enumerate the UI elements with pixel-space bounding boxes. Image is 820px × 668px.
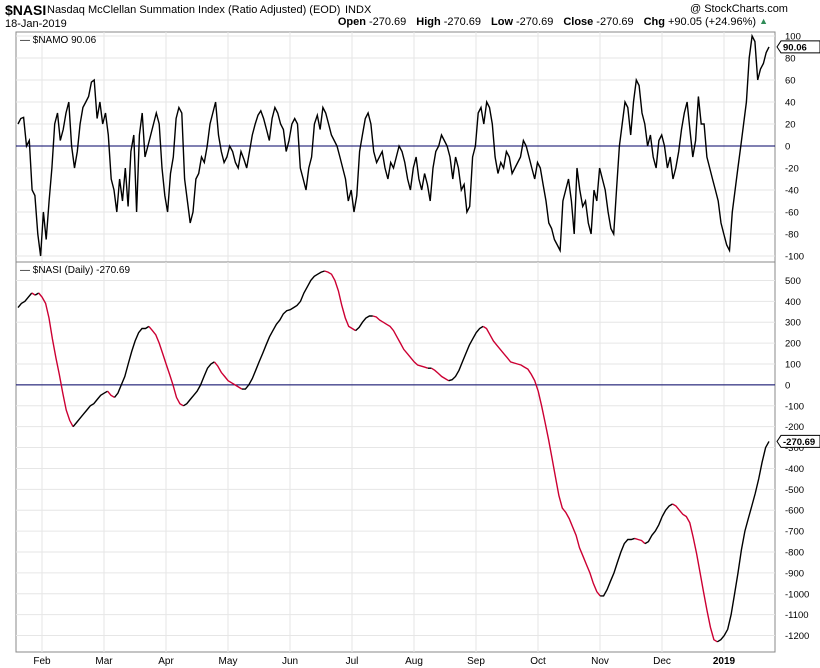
index-name-label: Nasdaq McClellan Summation Index (Ratio … [47, 4, 341, 16]
last-value-label: -270.69 [783, 437, 815, 448]
last-value-tag [776, 434, 820, 448]
y-tick-label: 200 [785, 339, 801, 350]
nasi-line-segment [431, 367, 449, 382]
y-tick-label: 400 [785, 297, 801, 308]
y-tick-label: 60 [785, 76, 796, 87]
x-tick-label: 2019 [713, 656, 736, 667]
x-tick-label: Nov [591, 656, 609, 667]
chart-header: $NASI Nasdaq McClellan Summation Index (… [0, 0, 820, 30]
nasi-line-segment [600, 537, 635, 597]
y-tick-label: -700 [785, 527, 804, 538]
last-value-tag [776, 40, 820, 54]
x-tick-label: Aug [405, 656, 423, 667]
y-tick-label: -300 [785, 443, 804, 454]
y-tick-label: -80 [785, 230, 799, 241]
ohlc-summary: Open -270.69 High -270.69 Low -270.69 Cl… [328, 16, 768, 28]
nasi-legend: — $NASI (Daily) -270.69 [20, 265, 130, 276]
high-value: -270.69 [443, 16, 482, 28]
nasi-line-segment [148, 325, 184, 407]
symbol-label: $NASI [5, 2, 47, 18]
nasi-line-segment [372, 315, 429, 369]
y-tick-label: 100 [785, 32, 801, 43]
low-label: Low [491, 16, 514, 28]
y-tick-label: -1000 [785, 589, 809, 600]
nasi-line-segment [644, 503, 673, 545]
x-tick-label: Jun [282, 656, 298, 667]
y-tick-label: -800 [785, 548, 804, 559]
last-value-label: 90.06 [783, 42, 807, 53]
nasi-line-segment [448, 325, 484, 382]
nasi-line-segment [241, 270, 325, 390]
nasi-line-segment [324, 270, 356, 332]
up-arrow-icon: ▲ [759, 16, 768, 26]
panel-frame-1 [15, 261, 776, 653]
chg-value: +90.05 (+24.96%) [668, 16, 757, 28]
nasi-line-segment [38, 292, 74, 428]
date-label: 18-Jan-2019 [5, 18, 67, 30]
x-tick-label: Mar [95, 656, 113, 667]
nasi-line-segment [183, 361, 215, 407]
y-tick-label: 0 [785, 142, 790, 153]
nasi-line-segment [716, 441, 770, 643]
y-tick-label: 20 [785, 120, 796, 131]
y-tick-label: 80 [785, 54, 796, 65]
y-tick-label: -100 [785, 401, 804, 412]
open-label: Open [337, 16, 366, 28]
x-tick-label: Oct [530, 656, 546, 667]
y-tick-label: -600 [785, 506, 804, 517]
chg-label: Chg [643, 16, 665, 28]
y-tick-label: -400 [785, 464, 804, 475]
y-tick-label: -1100 [785, 610, 809, 621]
nasi-line-segment [113, 325, 150, 398]
nasi-line-segment [634, 537, 646, 545]
y-tick-label: -60 [785, 208, 799, 219]
low-value: -270.69 [516, 16, 554, 28]
y-tick-label: 40 [785, 98, 796, 109]
nasi-line-segment [34, 292, 40, 296]
nasi-line-segment [213, 361, 243, 390]
x-tick-label: Feb [33, 656, 51, 667]
nasi-line-segment [107, 390, 115, 399]
y-tick-label: -20 [785, 164, 799, 175]
nasi-line-segment [31, 292, 36, 296]
watermark: @ StockCharts.com [690, 3, 788, 15]
y-tick-label: 100 [785, 360, 801, 371]
panel-frame-0 [15, 31, 776, 263]
y-tick-label: 0 [785, 380, 790, 391]
y-tick-label: -40 [785, 186, 799, 197]
namo-legend: — $NAMO 90.06 [20, 35, 97, 46]
close-label: Close [563, 16, 594, 28]
nasi-line-segment [17, 292, 33, 309]
y-tick-label: 300 [785, 318, 801, 329]
x-tick-label: Sep [467, 656, 485, 667]
x-tick-label: Jul [346, 656, 359, 667]
nasi-line-segment [482, 325, 601, 597]
x-tick-label: Apr [158, 656, 174, 667]
y-tick-label: 500 [785, 276, 801, 287]
nasi-line-segment [672, 503, 718, 643]
y-tick-label: -100 [785, 252, 804, 263]
y-tick-label: -200 [785, 422, 804, 433]
y-tick-label: -900 [785, 568, 804, 579]
y-tick-label: -500 [785, 485, 804, 496]
nasi-line-segment [355, 315, 373, 332]
namo-line [17, 33, 770, 257]
open-value: -270.69 [368, 16, 407, 28]
nasi-line-segment [72, 390, 108, 428]
x-tick-label: May [219, 656, 238, 667]
close-value: -270.69 [596, 16, 634, 28]
high-label: High [416, 16, 441, 28]
index-code-label: INDX [345, 4, 372, 16]
x-tick-label: Dec [653, 656, 671, 667]
y-tick-label: -1200 [785, 631, 809, 642]
